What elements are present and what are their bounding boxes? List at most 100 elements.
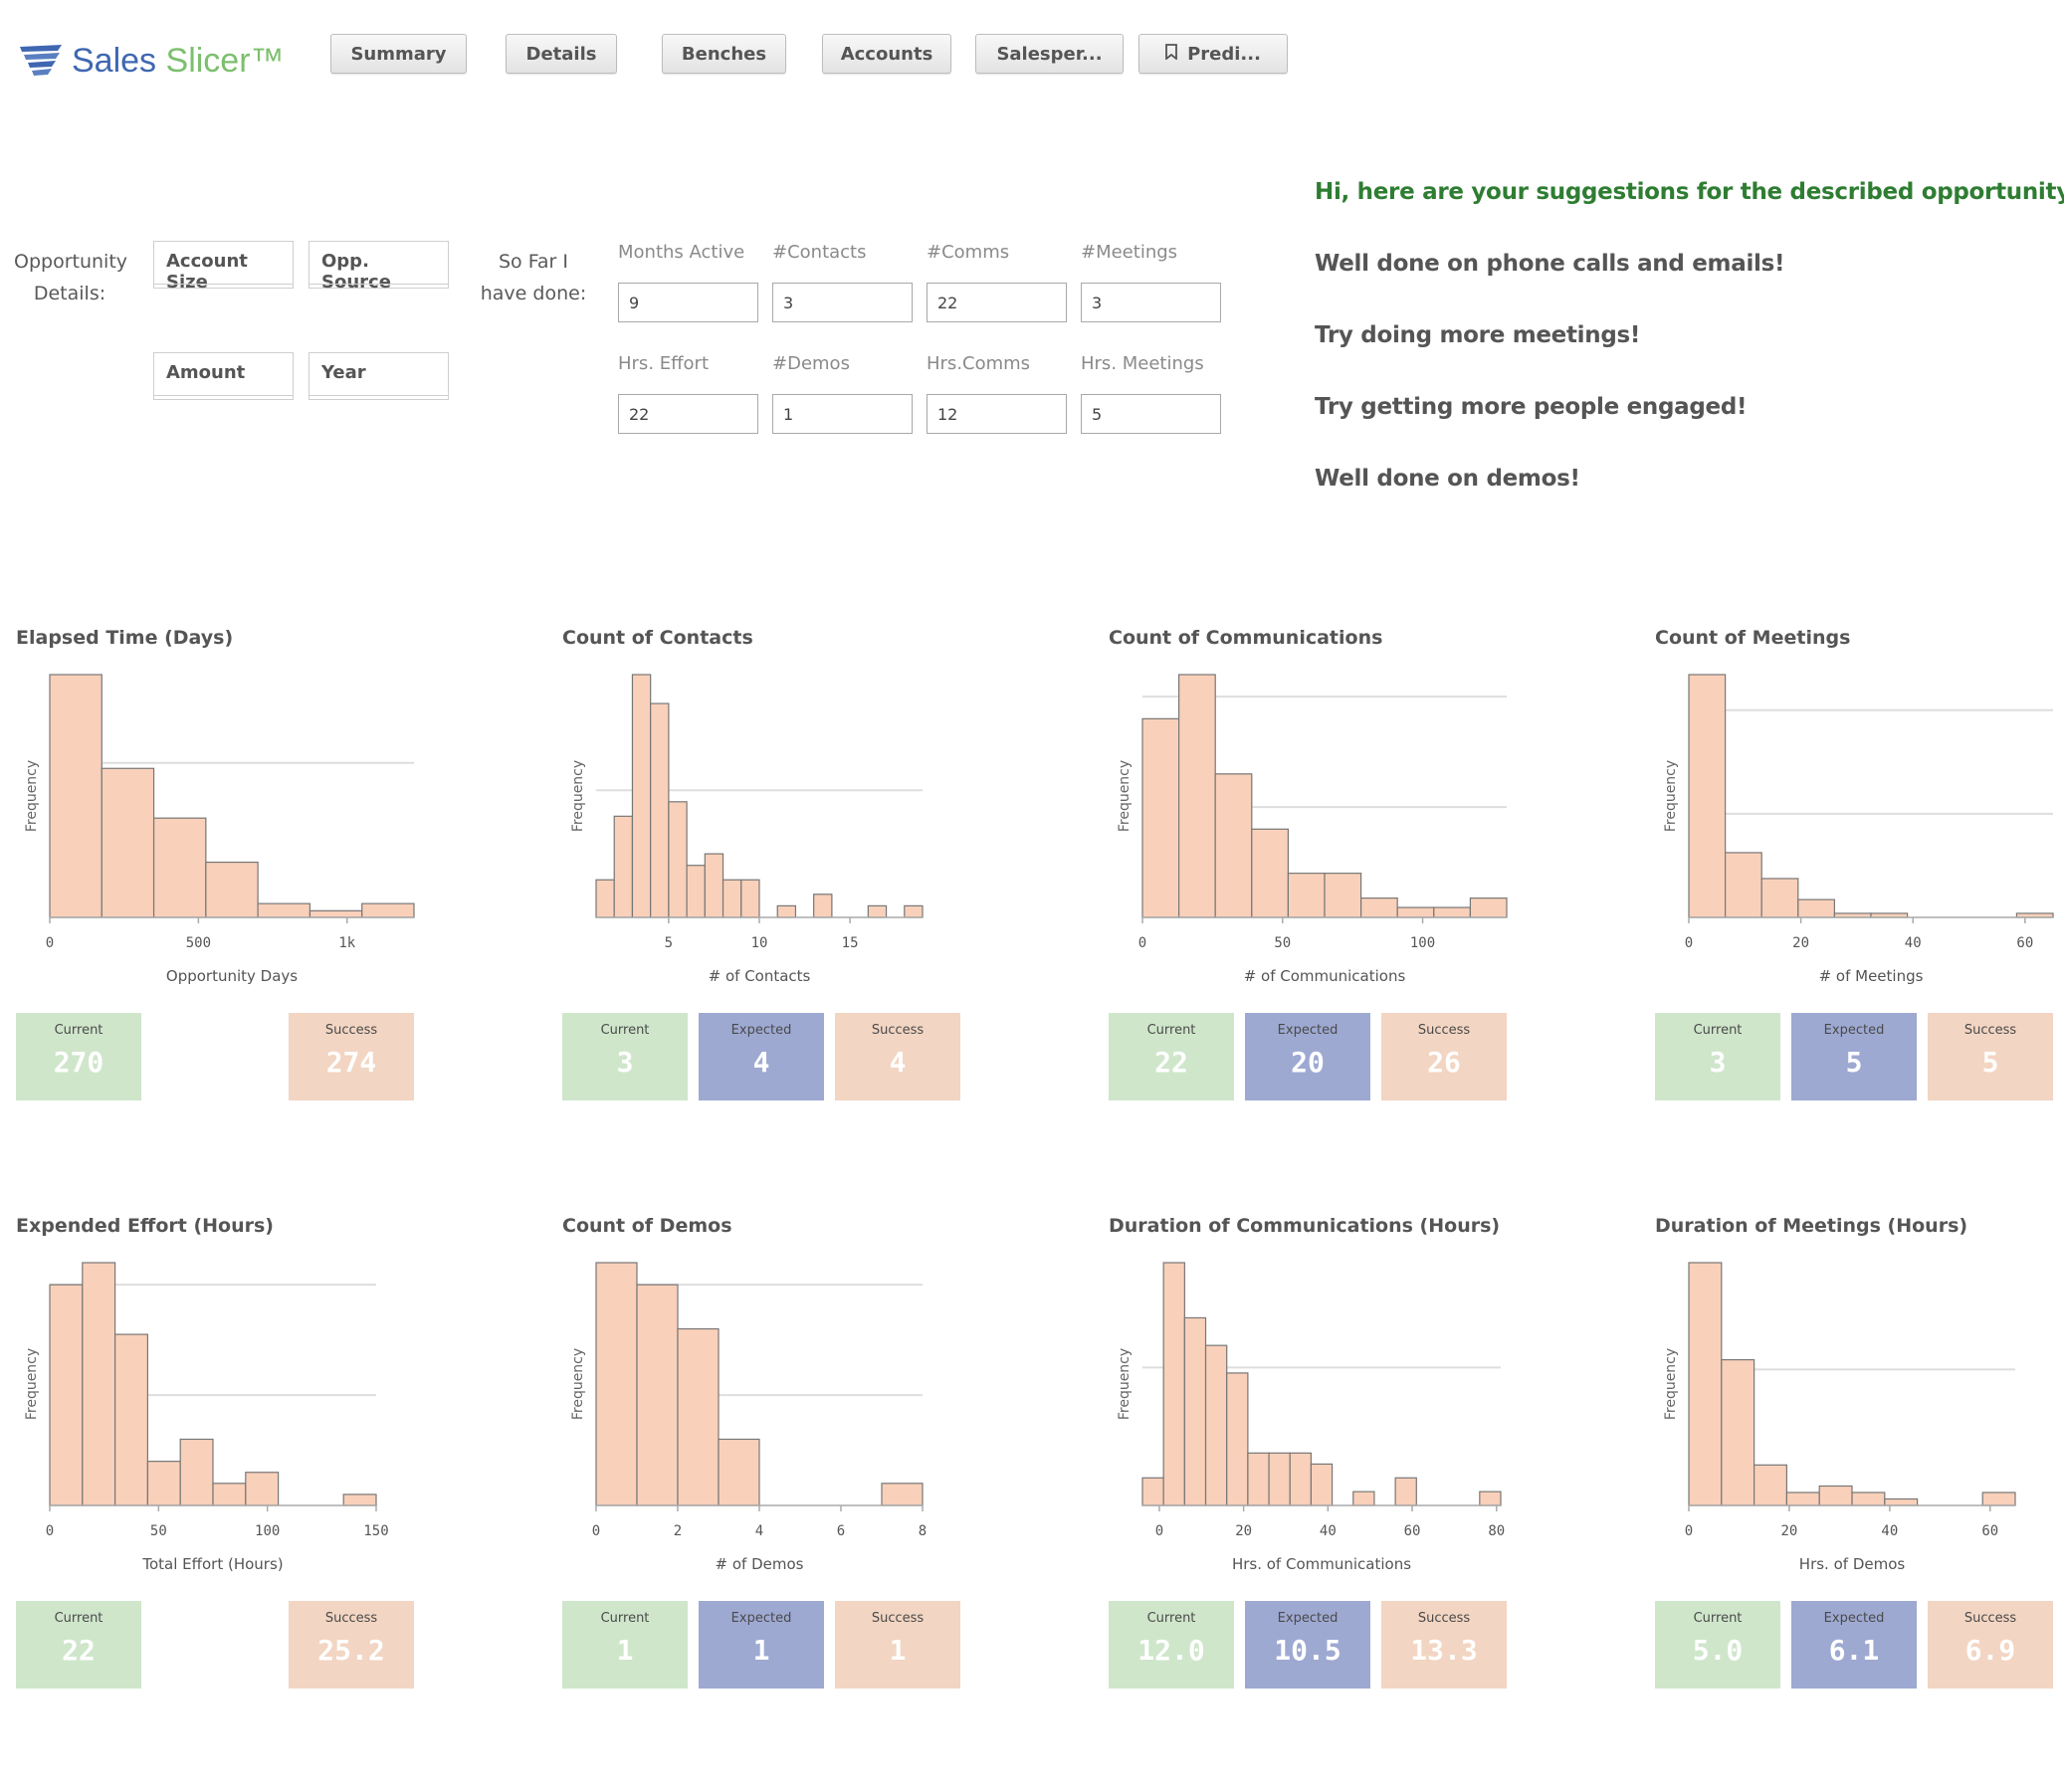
nav-accounts-button[interactable]: Accounts <box>822 34 951 74</box>
histogram-bar <box>1177 674 1216 918</box>
account-size-filter[interactable]: Account Size <box>153 241 294 293</box>
app-logo[interactable]: Sales Slicer™ <box>18 36 285 86</box>
chart-panel: Count of Contacts 5 10 15 Frequency # of Cont… <box>562 627 965 1204</box>
x-axis-label: Total Effort (Hours) <box>141 1555 283 1573</box>
histogram-bar <box>1214 773 1253 918</box>
x-axis-label: # of Contacts <box>709 967 811 985</box>
histogram-bar <box>1162 1262 1185 1506</box>
meetings-input[interactable] <box>1081 283 1221 322</box>
histogram-bar <box>1247 1452 1270 1506</box>
histogram-bar <box>1289 1452 1313 1506</box>
nav-benches-label: Benches <box>681 43 767 65</box>
histogram-bar <box>1268 1452 1291 1506</box>
kpi-current: Current 5.0 <box>1655 1601 1780 1689</box>
kpi-label: Current <box>54 1023 103 1038</box>
nav-salesperson-button[interactable]: Salesper... <box>975 34 1124 74</box>
hrs-meetings-label: Hrs. Meetings <box>1081 353 1204 374</box>
x-tick-label: 150 <box>363 1523 388 1539</box>
kpi-label: Expected <box>1277 1611 1339 1626</box>
comms-label: #Comms <box>927 242 1010 263</box>
suggestion-item: Well done on phone calls and emails! <box>1315 251 1785 277</box>
histogram-bar <box>722 879 742 918</box>
x-tick-label: 6 <box>837 1523 845 1539</box>
x-tick-label: 20 <box>1792 935 1809 951</box>
histogram-chart: 0 500 1k Frequency Opportunity Days <box>24 674 415 985</box>
histogram-bar <box>904 904 924 918</box>
y-axis-label: Frequency <box>570 760 586 832</box>
hrs-comms-input[interactable] <box>927 394 1067 434</box>
hrs-effort-input[interactable] <box>618 394 758 434</box>
kpi-label: Current <box>1146 1611 1196 1626</box>
histogram-bar <box>813 894 833 918</box>
kpi-value: 3 <box>1709 1046 1727 1079</box>
nav-details-button[interactable]: Details <box>506 34 617 74</box>
histogram-bar <box>146 1461 181 1506</box>
kpi-value: 5.0 <box>1692 1634 1744 1667</box>
year-filter[interactable]: Year <box>309 352 449 400</box>
histogram-chart: 0 50 100 Frequency # of Communications <box>1117 674 1508 985</box>
demos-input[interactable] <box>772 394 913 434</box>
chart-title: Count of Meetings <box>1655 627 1851 649</box>
histogram-bar <box>650 702 670 918</box>
kpi-label: Expected <box>730 1023 792 1038</box>
y-axis-label: Frequency <box>24 760 40 832</box>
kpi-value: 274 <box>325 1046 377 1079</box>
kpi-value: 10.5 <box>1274 1634 1342 1667</box>
nav-summary-button[interactable]: Summary <box>330 34 467 74</box>
months-active-label: Months Active <box>618 242 745 263</box>
histogram-bar <box>1884 1497 1919 1506</box>
x-tick-label: 50 <box>150 1523 167 1539</box>
logo-icon <box>20 45 62 76</box>
amount-filter[interactable]: Amount <box>153 352 294 400</box>
x-tick-label: 15 <box>842 935 859 951</box>
kpi-current: Current 3 <box>562 1013 688 1100</box>
opp-source-filter[interactable]: Opp. Source <box>309 241 449 293</box>
chart-panel: Count of Meetings 0 20 40 60 Frequency # of Me… <box>1655 627 2058 1204</box>
x-axis-label: Hrs. of Demos <box>1799 1555 1906 1573</box>
histogram-bar <box>1851 1492 1886 1506</box>
histogram-bar <box>668 801 688 918</box>
x-axis-label: # of Communications <box>1244 967 1406 985</box>
kpi-label: Success <box>1417 1611 1471 1626</box>
nav-prediction-button[interactable]: Predi... <box>1138 34 1288 74</box>
app-name-part1: Sales <box>72 41 157 80</box>
histogram-chart: 0 50 100 150 Frequency Total Effort (Hours) <box>24 1262 389 1573</box>
x-axis-label: Opportunity Days <box>166 967 298 985</box>
kpi-expected: Expected 4 <box>699 1013 824 1100</box>
kpi-current: Current 12.0 <box>1109 1601 1234 1689</box>
kpi-expected: Expected 6.1 <box>1791 1601 1917 1689</box>
histogram-bar <box>205 861 259 918</box>
chart-panel: Count of Demos 0 2 4 6 8 Frequency # of Demos Cu… <box>562 1215 965 1792</box>
months-active-input[interactable] <box>618 283 758 322</box>
nav-salesperson-label: Salesper... <box>996 43 1103 65</box>
histogram-chart: 0 20 40 60 Frequency Hrs. of Demos <box>1663 1262 2016 1573</box>
nav-benches-button[interactable]: Benches <box>662 34 786 74</box>
x-tick-label: 1k <box>338 935 355 951</box>
kpi-current: Current 22 <box>16 1601 141 1689</box>
histogram-chart: 5 10 15 Frequency # of Contacts <box>570 674 924 985</box>
histogram-bar <box>1204 1344 1228 1506</box>
comms-input[interactable] <box>927 283 1067 322</box>
suggestion-item: Well done on demos! <box>1315 466 1580 492</box>
chart-panel: Duration of Meetings (Hours) 0 20 40 60 Frequ… <box>1655 1215 2058 1792</box>
hrs-meetings-input[interactable] <box>1081 394 1221 434</box>
histogram-bar <box>113 1333 148 1506</box>
contacts-input[interactable] <box>772 283 913 322</box>
so-far-label: So Far I have done: <box>480 251 587 304</box>
histogram-bar <box>101 767 155 918</box>
y-axis-label: Frequency <box>24 1348 40 1420</box>
kpi-label: Current <box>600 1023 650 1038</box>
meetings-label: #Meetings <box>1081 242 1178 263</box>
histogram-bar <box>1721 1358 1755 1506</box>
kpi-current: Current 3 <box>1655 1013 1780 1100</box>
x-axis-label: Hrs. of Communications <box>1232 1555 1411 1573</box>
kpi-current: Current 270 <box>16 1013 141 1100</box>
suggestion-item: Try getting more people engaged! <box>1315 394 1748 420</box>
kpi-label: Expected <box>1823 1611 1885 1626</box>
app-name-part2: Slicer™ <box>165 41 285 80</box>
chart-panel: Expended Effort (Hours) 0 50 100 150 Frequenc… <box>16 1215 419 1792</box>
histogram-bar <box>49 1284 84 1506</box>
histogram-bar <box>82 1262 116 1506</box>
kpi-value: 4 <box>752 1046 770 1079</box>
histogram-bar <box>179 1438 214 1506</box>
